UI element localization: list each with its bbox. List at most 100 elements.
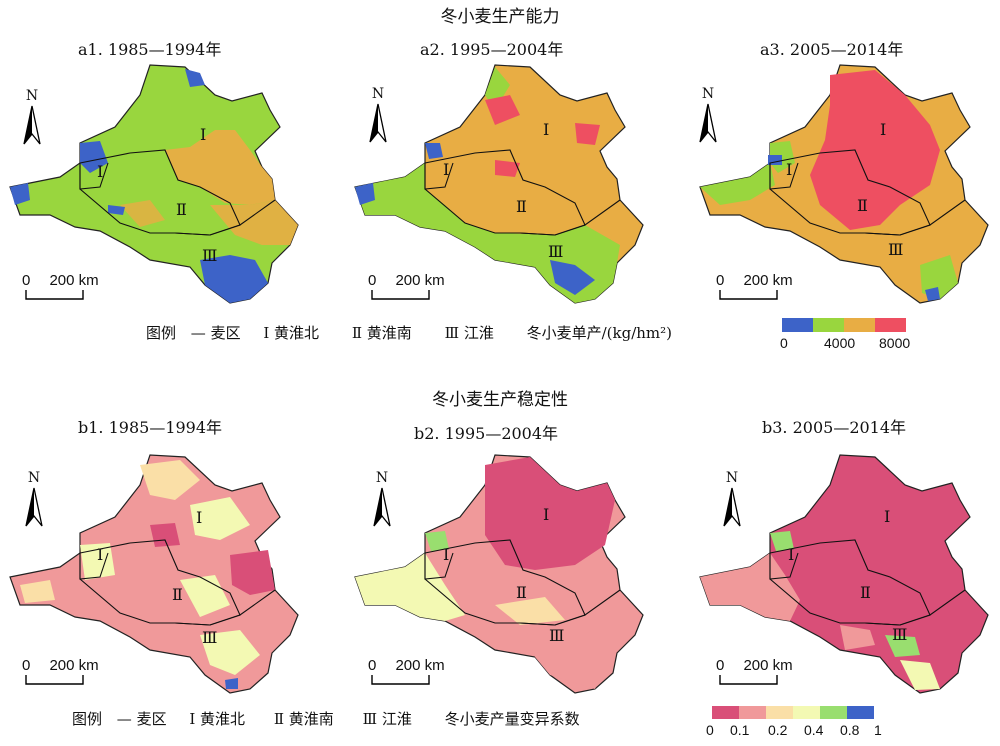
north-label: N <box>25 88 39 104</box>
north-label: N <box>371 86 385 102</box>
legend-b-tick-3: 0.4 <box>804 722 824 738</box>
legend-zone2: Ⅱ 黄淮南 <box>273 710 334 728</box>
scale-distance: 200 km <box>49 657 99 674</box>
scale-distance: 200 km <box>743 272 793 289</box>
north-arrow-icon <box>369 103 387 143</box>
scale-zero: 0 <box>716 657 725 674</box>
scale-bar-a2: 0 200 km <box>368 270 445 301</box>
zone-label-a1-iii: Ⅲ <box>202 246 218 265</box>
scale-distance: 200 km <box>743 657 793 674</box>
legend-b-colorbar <box>712 706 874 719</box>
north-arrow-b1: N <box>22 470 46 532</box>
map-b3-region <box>699 454 989 694</box>
zone-label-b2-iii: Ⅲ <box>549 626 565 645</box>
legend-a-tick-2: 8000 <box>879 335 911 351</box>
north-label: N <box>701 86 715 102</box>
map-b2 <box>354 454 644 694</box>
legend-a-colorbar <box>782 318 906 332</box>
map-a3-label: a3. 2005—2014年 <box>760 40 904 59</box>
north-label: N <box>27 470 41 486</box>
map-b3 <box>699 454 989 694</box>
north-arrow-b3: N <box>720 470 744 532</box>
legend-zone1: Ⅰ 黄淮北 <box>189 710 246 728</box>
zone-label-a2-i-west: Ⅰ <box>443 160 450 179</box>
scale-bar-b1: 0 200 km <box>22 655 99 686</box>
legend-a-tick-0: 0 <box>780 335 788 351</box>
legend-zone3: Ⅲ 江淮 <box>362 710 412 728</box>
zone-label-b3-i-west: Ⅰ <box>788 545 795 564</box>
scale-line <box>719 290 778 300</box>
map-b1-label: b1. 1985—1994年 <box>78 418 223 437</box>
zone-label-a2-i: Ⅰ <box>543 120 550 139</box>
scale-line <box>25 290 84 300</box>
legend-b-tick-1: 0.1 <box>730 722 750 738</box>
legend-swatch <box>782 318 813 332</box>
zone-label-b2-i: Ⅰ <box>543 505 550 524</box>
north-arrow-b2: N <box>370 470 394 532</box>
north-arrow-icon <box>723 487 741 527</box>
legend-boundary: — 麦区 <box>190 324 241 342</box>
zone-label-a1-i-west: Ⅰ <box>97 162 104 181</box>
north-arrow-icon <box>25 487 43 527</box>
zone-label-b3-iii: Ⅲ <box>892 625 908 644</box>
zone-label-a1-ii: Ⅱ <box>176 200 187 219</box>
zone-label-a3-i: Ⅰ <box>880 120 887 139</box>
scale-zero: 0 <box>716 272 725 289</box>
legend-prefix: 图例 <box>146 324 177 342</box>
legend-swatch <box>739 706 766 719</box>
legend-zone3: Ⅲ 江淮 <box>444 324 494 342</box>
zone-label-a1-i: Ⅰ <box>200 125 207 144</box>
north-arrow-icon <box>23 105 41 145</box>
north-label: N <box>375 470 389 486</box>
north-arrow-icon <box>699 103 717 143</box>
scale-distance: 200 km <box>49 272 99 289</box>
north-arrow-a1: N <box>20 88 44 150</box>
legend-swatch <box>813 318 844 332</box>
north-arrow-a3: N <box>696 86 720 148</box>
legend-a: 图例 — 麦区 Ⅰ 黄淮北 Ⅱ 黄淮南 Ⅲ 江淮 冬小麦单产/(kg/hm²) <box>146 322 672 343</box>
zone-label-a2-iii: Ⅲ <box>548 242 564 261</box>
map-a1 <box>9 64 299 304</box>
legend-swatch <box>844 318 875 332</box>
legend-swatch <box>847 706 874 719</box>
zone-label-b2-i-west: Ⅰ <box>443 545 450 564</box>
legend-b-tick-5: 1 <box>874 722 882 738</box>
legend-swatch <box>875 318 906 332</box>
zone-label-a2-ii: Ⅱ <box>516 197 527 216</box>
map-a1-label: a1. 1985—1994年 <box>78 40 222 59</box>
zone-label-b2-ii: Ⅱ <box>516 583 527 602</box>
map-a3 <box>699 64 989 304</box>
legend-variable: 冬小麦产量变异系数 <box>444 710 580 728</box>
legend-boundary: — 麦区 <box>116 710 167 728</box>
scale-line <box>371 290 430 300</box>
scale-zero: 0 <box>22 657 31 674</box>
legend-b: 图例 — 麦区 Ⅰ 黄淮北 Ⅱ 黄淮南 Ⅲ 江淮 冬小麦产量变异系数 <box>72 708 580 729</box>
map-a1-region <box>9 64 299 304</box>
scale-distance: 200 km <box>395 657 445 674</box>
north-label: N <box>725 470 739 486</box>
legend-swatch <box>793 706 820 719</box>
legend-zone2: Ⅱ 黄淮南 <box>351 324 412 342</box>
legend-prefix: 图例 <box>72 710 103 728</box>
scale-zero: 0 <box>368 272 377 289</box>
scale-line <box>719 675 778 685</box>
zone-label-b3-ii: Ⅱ <box>860 583 871 602</box>
map-a2 <box>354 64 644 304</box>
scale-line <box>371 675 430 685</box>
section-b-title: 冬小麦生产稳定性 <box>432 390 568 410</box>
legend-b-tick-0: 0 <box>706 722 714 738</box>
zone-label-b1-ii: Ⅱ <box>172 585 183 604</box>
map-b1-region <box>9 454 299 694</box>
legend-swatch <box>712 706 739 719</box>
north-arrow-a2: N <box>366 86 390 148</box>
map-b2-region <box>354 454 644 694</box>
map-b1 <box>9 454 299 694</box>
map-b3-label: b3. 2005—2014年 <box>762 418 907 437</box>
zone-label-a3-ii: Ⅱ <box>857 196 868 215</box>
zone-label-b3-i: Ⅰ <box>884 507 891 526</box>
legend-zone1: Ⅰ 黄淮北 <box>263 324 320 342</box>
zone-label-b1-i: Ⅰ <box>196 508 203 527</box>
legend-b-tick-2: 0.2 <box>768 722 788 738</box>
scale-bar-b3: 0 200 km <box>716 655 793 686</box>
zone-label-b1-i-west: Ⅰ <box>97 545 104 564</box>
